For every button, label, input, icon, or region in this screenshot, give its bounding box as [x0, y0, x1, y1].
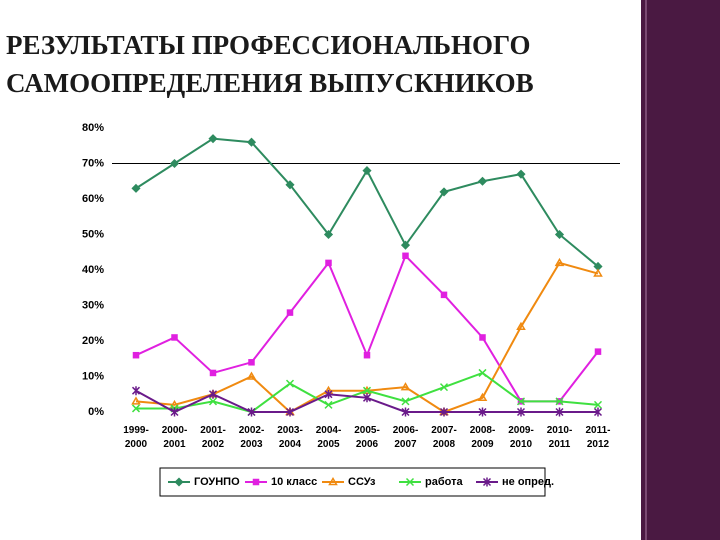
- marker: [554, 229, 565, 240]
- marker: [516, 397, 526, 406]
- marker: [555, 407, 564, 417]
- marker: [482, 477, 492, 487]
- marker: [516, 321, 526, 331]
- legend-label: 10 класс: [271, 476, 317, 488]
- x-tick-label: 2003- 2004: [277, 425, 303, 450]
- legend-label: не опред.: [502, 476, 554, 488]
- y-tick-label: 60%: [82, 193, 104, 205]
- x-tick-label: 2002- 2003: [238, 425, 265, 450]
- marker: [405, 477, 415, 487]
- marker: [246, 137, 257, 147]
- x-tick-label: 2006- 2007: [392, 425, 419, 450]
- marker: [593, 400, 603, 409]
- legend-label: работа: [425, 476, 463, 488]
- x-tick-label: 2001- 2002: [200, 425, 226, 450]
- series-line: [135, 261, 599, 414]
- marker: [324, 389, 333, 399]
- legend-label: ГОУНПО: [194, 476, 240, 488]
- legend-box: [159, 467, 546, 497]
- marker: [478, 368, 487, 377]
- marker: [477, 392, 488, 402]
- marker: [362, 393, 372, 403]
- marker: [593, 407, 603, 417]
- series-line: [135, 137, 599, 268]
- marker: [362, 166, 372, 176]
- marker: [401, 397, 410, 406]
- marker: [479, 334, 486, 341]
- marker: [131, 404, 141, 413]
- x-tick-label: 2008- 2009: [469, 425, 496, 450]
- y-tick-label: 10%: [82, 370, 104, 382]
- marker: [323, 229, 334, 240]
- marker: [208, 134, 218, 144]
- marker: [286, 309, 294, 316]
- marker: [439, 383, 449, 392]
- x-tick-label: 2007- 2008: [431, 425, 457, 450]
- marker: [328, 477, 338, 486]
- marker: [169, 158, 180, 169]
- marker: [324, 400, 333, 409]
- marker: [208, 389, 218, 399]
- marker: [554, 257, 565, 267]
- marker: [402, 252, 409, 260]
- marker: [555, 397, 564, 406]
- marker: [248, 359, 255, 366]
- marker: [363, 351, 371, 359]
- marker: [594, 348, 602, 355]
- marker: [478, 407, 487, 417]
- x-tick-label: 2009- 2010: [508, 425, 534, 450]
- marker: [400, 240, 411, 250]
- y-tick-label: 50%: [82, 228, 104, 240]
- marker: [400, 382, 411, 391]
- y-tick-label: 0%: [88, 406, 104, 418]
- marker: [174, 477, 184, 487]
- marker: [247, 407, 256, 417]
- marker: [516, 407, 526, 417]
- marker: [439, 187, 449, 197]
- marker: [252, 478, 260, 486]
- marker: [401, 407, 410, 417]
- marker: [131, 386, 141, 396]
- marker: [209, 369, 217, 377]
- y-tick-label: 30%: [82, 299, 104, 311]
- marker: [362, 386, 372, 395]
- x-tick-label: 2004- 2005: [315, 425, 342, 450]
- x-tick-label: 2000- 2001: [161, 425, 188, 450]
- marker: [439, 407, 449, 417]
- y-tick-label: 20%: [82, 335, 104, 347]
- legend-label: ССУз: [348, 476, 376, 488]
- marker: [285, 180, 295, 190]
- marker: [132, 351, 140, 359]
- marker: [477, 176, 488, 186]
- x-tick-label: 1999- 2000: [123, 425, 149, 450]
- y-tick-label: 70%: [82, 157, 104, 169]
- marker: [593, 268, 603, 277]
- marker: [208, 397, 218, 406]
- side-strip: [641, 0, 720, 540]
- marker: [325, 259, 332, 267]
- marker: [285, 407, 295, 417]
- y-tick-label: 80%: [82, 122, 104, 134]
- marker: [131, 183, 141, 193]
- marker: [171, 334, 178, 341]
- marker: [170, 407, 179, 417]
- marker: [285, 379, 295, 388]
- marker: [131, 396, 141, 405]
- x-tick-label: 2005- 2006: [354, 425, 380, 450]
- marker: [246, 371, 257, 380]
- y-tick-label: 40%: [82, 264, 104, 276]
- x-tick-label: 2010- 2011: [546, 425, 573, 450]
- slide-title: РЕЗУЛЬТАТЫ ПРОФЕССИОНАЛЬНОГО САМООПРЕДЕЛ…: [6, 30, 534, 98]
- marker: [516, 169, 526, 179]
- series-line: [135, 253, 599, 403]
- marker: [440, 291, 448, 299]
- x-tick-label: 2011- 2012: [585, 425, 611, 450]
